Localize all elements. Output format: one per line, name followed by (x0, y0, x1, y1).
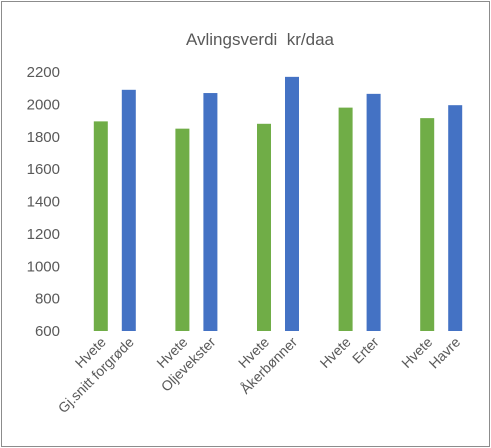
bar-2-1 (175, 128, 190, 331)
bar-1-1 (93, 121, 108, 331)
y-tick-label: 1800 (27, 129, 60, 146)
y-tick-label: 600 (35, 323, 60, 340)
bar-2-2 (203, 93, 218, 331)
y-tick-label: 800 (35, 291, 60, 308)
bar-4-1 (338, 107, 353, 331)
chart-title: Avlingsverdi kr/daa (186, 30, 335, 49)
x-tick-label: Havre (426, 334, 464, 372)
bar-1-2 (121, 89, 136, 332)
y-tick-label: 2200 (27, 64, 60, 81)
y-tick-label: 1600 (27, 161, 60, 178)
bar-5-2 (448, 105, 463, 331)
y-tick-label: 2000 (27, 96, 60, 113)
bar-4-2 (366, 93, 381, 332)
x-tick-label: Hvete (317, 334, 354, 371)
x-tick-label: Erter (349, 334, 382, 367)
bar-3-2 (285, 76, 299, 331)
bars (93, 76, 463, 332)
y-tick-label: 1000 (27, 258, 60, 275)
y-tick-label: 1400 (27, 194, 60, 211)
bar-3-1 (257, 123, 271, 331)
bar-5-1 (420, 118, 435, 332)
y-axis: 600 800 1000 1200 1400 1600 1800 2000 2200 (27, 64, 60, 340)
y-tick-label: 1200 (27, 226, 60, 243)
